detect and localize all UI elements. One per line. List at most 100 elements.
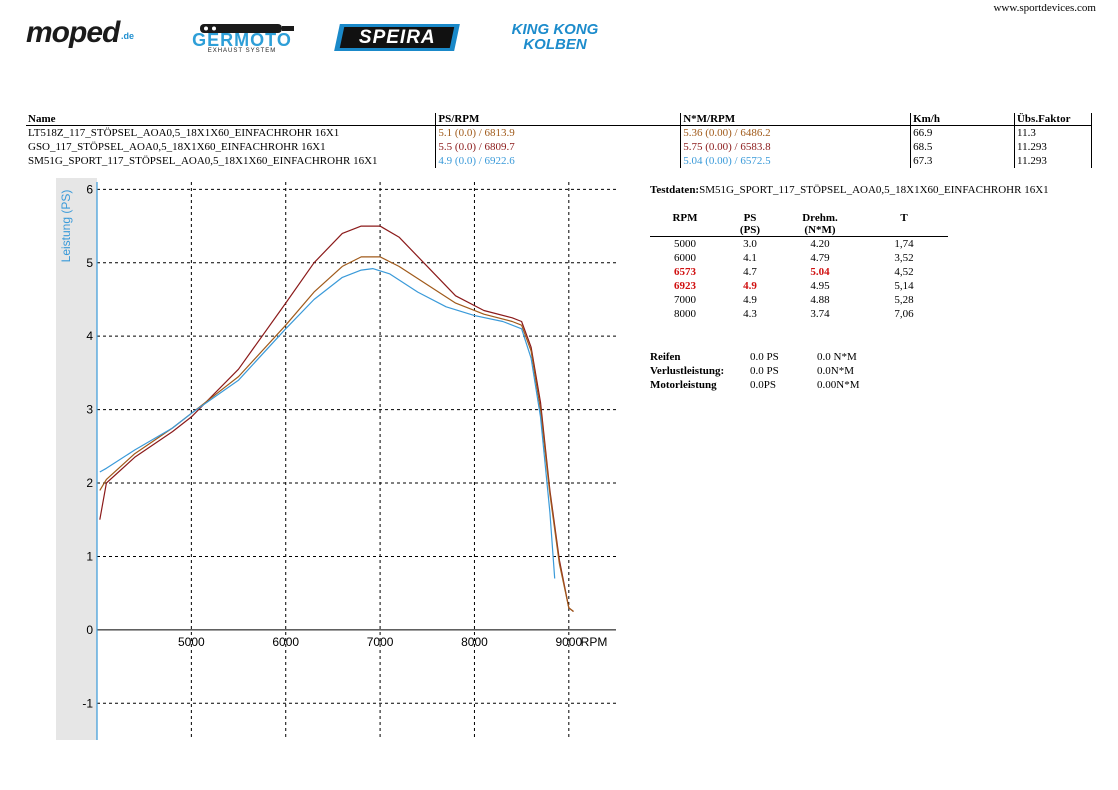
kingkong-logo-line1: KING KONG xyxy=(511,21,599,38)
td-col-rpm: RPM xyxy=(650,212,720,237)
germoto-logo-sub: EXHAUST SYSTEM xyxy=(207,48,277,54)
kingkong-logo: KING KONG KOLBEN xyxy=(500,22,610,52)
loss-label: Motorleistung xyxy=(650,379,717,391)
speira-logo-text: SPEIRA xyxy=(358,26,436,48)
testdaten-name: SM51G_SPORT_117_STÖPSEL_AOA0,5_18X1X60_E… xyxy=(699,184,1049,196)
power-curve-chart: -1 0 1 2 3 4 5 6 5000 6000 7000 8000 9000 Leistung … xyxy=(56,178,616,740)
td-drehm: 5.04 xyxy=(810,266,830,278)
testdaten-row: 5000 3.0 4.20 1,74 xyxy=(650,237,948,252)
loss-label: Verlustleistung: xyxy=(650,365,725,377)
y-tick-label: -1 xyxy=(82,696,93,710)
exhaust-pipe-icon xyxy=(200,24,294,33)
testdaten-row: 6923 4.9 4.95 5,14 xyxy=(650,279,948,293)
y-tick-label: 5 xyxy=(86,256,93,270)
loss-nm: 0.0 N*M xyxy=(817,351,857,363)
table-row[interactable]: LT518Z_117_STÖPSEL_AOA0,5_18X1X60_EINFAC… xyxy=(26,125,1093,140)
x-tick-labels: 5000 6000 7000 8000 9000 xyxy=(178,635,582,649)
run-name: LT518Z_117_STÖPSEL_AOA0,5_18X1X60_EINFAC… xyxy=(26,125,437,140)
run-kmh: 66.9 xyxy=(910,125,1015,140)
col-name: Name xyxy=(26,113,437,126)
td-t: 1,74 xyxy=(894,238,914,250)
x-tick-label: 5000 xyxy=(178,635,205,649)
td-t: 5,28 xyxy=(894,294,914,306)
run-nm-rpm: 5.75 (0.00) / 6583.8 xyxy=(680,140,912,154)
col-ps-rpm: PS/RPM xyxy=(435,113,682,126)
loss-nm: 0.0N*M xyxy=(817,365,854,377)
y-tick-label: 2 xyxy=(86,476,93,490)
run-ps-rpm: 5.1 (0.0) / 6813.9 xyxy=(435,125,682,140)
y-tick-labels: -1 0 1 2 3 4 5 6 xyxy=(82,182,93,710)
y-tick-label: 6 xyxy=(86,182,93,196)
y-tick-label: 3 xyxy=(86,403,93,417)
run-name: SM51G_SPORT_117_STÖPSEL_AOA0,5_18X1X60_E… xyxy=(26,154,437,168)
loss-nm: 0.00N*M xyxy=(817,379,860,391)
run-faktor: 11.293 xyxy=(1014,140,1093,154)
td-rpm: 8000 xyxy=(674,308,696,320)
loss-row: Verlustleistung: 0.0 PS 0.0N*M xyxy=(650,364,859,378)
moped-logo: moped .de xyxy=(26,16,141,56)
x-tick-label: 9000 xyxy=(555,635,582,649)
x-tick-label: 7000 xyxy=(367,635,394,649)
td-ps: 4.9 xyxy=(743,280,757,292)
td-col-t: T xyxy=(860,212,948,237)
loss-row: Reifen 0.0 PS 0.0 N*M xyxy=(650,350,859,364)
website-url[interactable]: www.sportdevices.com xyxy=(993,2,1096,14)
td-ps: 4.3 xyxy=(743,308,757,320)
td-t: 7,06 xyxy=(894,308,914,320)
run-nm-rpm: 5.36 (0.00) / 6486.2 xyxy=(680,125,912,140)
col-nm-rpm: N*M/RPM xyxy=(680,113,912,126)
testdaten-row: 6000 4.1 4.79 3,52 xyxy=(650,251,948,265)
table-row[interactable]: SM51G_SPORT_117_STÖPSEL_AOA0,5_18X1X60_E… xyxy=(26,154,1093,168)
y-axis-label: Leistung (PS) xyxy=(59,190,73,263)
loss-row: Motorleistung 0.0PS 0.00N*M xyxy=(650,378,859,392)
loss-ps: 0.0 PS xyxy=(750,365,779,377)
td-ps: 4.7 xyxy=(743,266,757,278)
run-faktor: 11.293 xyxy=(1014,154,1093,168)
series-line xyxy=(99,267,556,579)
testdaten-row: 6573 4.7 5.04 4,52 xyxy=(650,265,948,279)
run-nm-rpm: 5.04 (0.00) / 6572.5 xyxy=(680,154,912,168)
td-col-drehm: Drehm. (N*M) xyxy=(780,212,860,237)
y-tick-label: 0 xyxy=(86,623,93,637)
td-t: 4,52 xyxy=(894,266,914,278)
run-ps-rpm: 4.9 (0.0) / 6922.6 xyxy=(435,154,682,168)
run-kmh: 67.3 xyxy=(910,154,1015,168)
td-drehm: 3.74 xyxy=(810,308,830,320)
testdaten-table: RPM PS (PS) Drehm. (N*M) T 5000 3.0 4.20 1,74… xyxy=(650,212,948,321)
testdaten-row: 7000 4.9 4.88 5,28 xyxy=(650,293,948,307)
series-line xyxy=(99,225,574,612)
run-ps-rpm: 5.5 (0.0) / 6809.7 xyxy=(435,140,682,154)
x-tick-label: 8000 xyxy=(461,635,488,649)
td-rpm: 6923 xyxy=(674,280,696,292)
testdaten-row: 8000 4.3 3.74 7,06 xyxy=(650,307,948,321)
td-t: 5,14 xyxy=(894,280,914,292)
loss-label: Reifen xyxy=(650,351,681,363)
runs-table: Name PS/RPM N*M/RPM Km/h Übs.Faktor LT51… xyxy=(26,113,1093,168)
td-t: 3,52 xyxy=(894,252,914,264)
speira-logo: SPEIRA xyxy=(334,24,460,51)
run-faktor: 11.3 xyxy=(1014,125,1093,140)
y-axis-band xyxy=(56,178,97,740)
kingkong-logo-line2: KOLBEN xyxy=(523,36,587,53)
col-faktor: Übs.Faktor xyxy=(1014,113,1093,126)
loss-ps: 0.0PS xyxy=(750,379,776,391)
td-col-ps: PS (PS) xyxy=(720,212,780,237)
td-drehm: 4.79 xyxy=(810,252,830,264)
td-drehm: 4.88 xyxy=(810,294,830,306)
table-row[interactable]: GSO_117_STÖPSEL_AOA0,5_18X1X60_EINFACHRO… xyxy=(26,140,1093,154)
td-rpm: 7000 xyxy=(674,294,696,306)
td-ps: 3.0 xyxy=(743,238,757,250)
td-drehm: 4.95 xyxy=(810,280,830,292)
loss-ps: 0.0 PS xyxy=(750,351,779,363)
testdaten-title: Testdaten:SM51G_SPORT_117_STÖPSEL_AOA0,5… xyxy=(650,184,1049,196)
td-rpm: 6000 xyxy=(674,252,696,264)
run-kmh: 68.5 xyxy=(910,140,1015,154)
y-tick-label: 4 xyxy=(86,329,93,343)
testdaten-label: Testdaten: xyxy=(650,184,700,196)
chart-grid xyxy=(97,182,616,740)
col-kmh: Km/h xyxy=(910,113,1015,126)
germoto-logo: GERMOTO EXHAUST SYSTEM xyxy=(186,20,298,60)
td-rpm: 6573 xyxy=(674,266,696,278)
td-drehm: 4.20 xyxy=(810,238,830,250)
germoto-logo-text: GERMOTO xyxy=(192,30,292,50)
